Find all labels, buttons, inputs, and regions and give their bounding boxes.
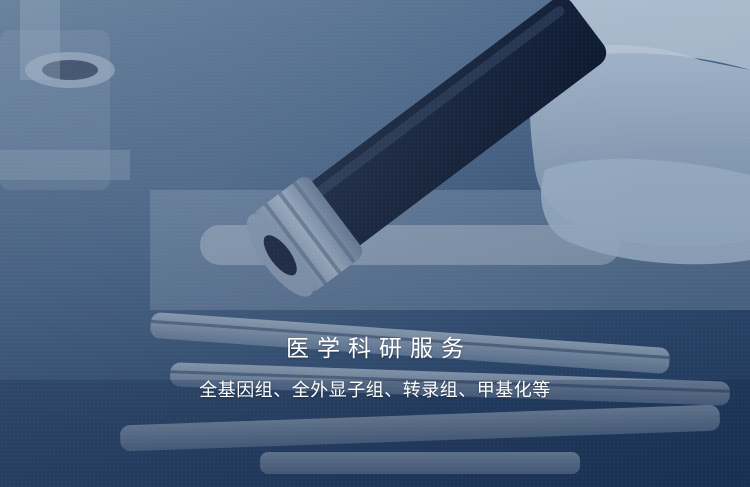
glassware [0,0,130,190]
blood-tube [246,0,607,297]
banner-title: 医学科研服务 [286,336,472,362]
banner-caption: 医学科研服务 全基因组、全外显子组、转录组、甲基化等 [0,332,750,404]
gloved-hand [530,0,750,265]
banner-subtitle: 全基因组、全外显子组、转录组、甲基化等 [199,380,551,401]
syringes [120,312,730,474]
